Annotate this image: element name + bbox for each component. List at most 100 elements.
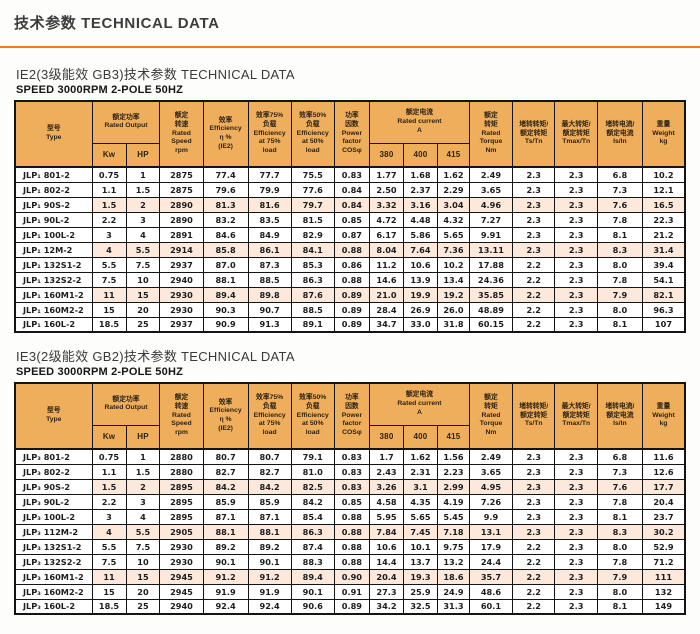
col-header-380v: 380 [369,424,404,450]
cell-value: 4.95 [468,478,514,495]
cell-value: 0.88 [333,271,371,288]
cell-type: JLP₁ 132S2-2 [14,271,93,288]
cell-value: 3.65 [468,181,514,198]
cell-value: 91.3 [247,316,292,333]
cell-value: 7.26 [468,493,514,510]
cell-value: 149 [641,598,686,615]
cell-value: 79.6 [202,181,249,198]
cell-value: 0.88 [333,508,371,525]
cell-value: 7.5 [125,538,161,555]
cell-value: 88.1 [202,523,249,540]
cell-value: 1.5 [125,181,161,198]
cell-value: 81.3 [202,196,249,213]
cell-value: 2905 [159,523,204,540]
cell-value: 4 [125,226,161,243]
cell-value: 7.8 [596,271,643,288]
cell-value: 0.91 [333,583,371,600]
cell-value: 20.4 [641,493,686,510]
cell-value: 14.4 [369,553,404,570]
cell-value: 0.89 [333,286,371,303]
cell-value: 92.4 [247,598,292,615]
cell-type: JLP₃ 160M1-2 [14,568,93,585]
cell-value: 90.1 [290,583,335,600]
cell-value: 0.86 [333,256,371,273]
cell-value: 34.7 [369,316,404,333]
cell-value: 2.3 [512,523,556,540]
col-header-eff75: 效率75% 负载 Efficiency at 75% load [247,382,292,450]
cell-value: 79.9 [247,181,292,198]
cell-value: 13.9 [402,271,438,288]
cell-value: 5.86 [402,226,438,243]
cell-value: 89.2 [202,538,249,555]
cell-value: 1 [125,166,161,183]
cell-value: 10.1 [402,538,438,555]
section-ie3: IE3(2级能效 GB2)技术参数 TECHNICAL DATA SPEED 3… [14,346,686,615]
cell-value: 90.1 [202,553,249,570]
cell-value: 92.4 [202,598,249,615]
cell-value: 0.83 [333,166,371,183]
cell-value: 0.83 [333,478,371,495]
cell-value: 2930 [159,301,204,318]
cell-value: 16.5 [641,196,686,213]
cell-value: 26.9 [402,301,438,318]
table-row: JLP₁ 132S1-2 5.5 7.5 2937 87.0 87.3 85.3 0.86 11… [14,256,686,273]
cell-value: 30.2 [641,523,686,540]
cell-value: 13.1 [468,523,514,540]
cell-value: 2875 [159,181,204,198]
cell-value: 2.2 [512,256,556,273]
cell-value: 52.9 [641,538,686,555]
cell-value: 4.72 [369,211,404,228]
cell-value: 14.6 [369,271,404,288]
cell-type: JLP₃ 90L-2 [14,493,93,510]
cell-value: 27.3 [369,583,404,600]
cell-value: 3.32 [369,196,404,213]
cell-value: 5.65 [436,226,470,243]
cell-value: 89.4 [202,286,249,303]
cell-value: 8.0 [596,538,643,555]
cell-value: 2.2 [512,301,556,318]
cell-value: 7.3 [596,463,643,480]
cell-value: 2.3 [554,538,598,555]
cell-value: 0.75 [91,166,127,183]
cell-value: 84.9 [247,226,292,243]
cell-value: 8.0 [596,256,643,273]
cell-value: 2.3 [512,448,556,465]
cell-value: 88.1 [247,523,292,540]
cell-value: 91.9 [247,583,292,600]
cell-value: 1.7 [369,448,404,465]
cell-type: JLP₁ 160M1-2 [14,286,93,303]
table-row: JLP₃ 160M1-2 11 15 2945 91.2 91.2 89.4 0.90 20.4… [14,568,686,585]
cell-value: 90.9 [202,316,249,333]
col-header-400v: 400 [402,142,438,168]
cell-value: 88.1 [202,271,249,288]
cell-value: 2.3 [554,598,598,615]
table-row: JLP₁ 160M2-2 15 20 2930 90.3 90.7 88.5 0.89 28.4… [14,301,686,318]
cell-value: 60.1 [468,598,514,615]
table-row: JLP₃ 90S-2 1.5 2 2895 84.2 84.2 82.5 0.83 3.26 3.… [14,478,686,495]
cell-value: 86.3 [290,523,335,540]
cell-value: 2.3 [554,286,598,303]
cell-value: 3.26 [369,478,404,495]
cell-value: 15 [125,568,161,585]
cell-value: 8.04 [369,241,404,258]
cell-value: 2.43 [369,463,404,480]
col-header-weight: 重量 Weight kg [641,382,686,450]
cell-value: 10 [125,271,161,288]
cell-type: JLP₃ 132S2-2 [14,553,93,570]
cell-value: 9.75 [436,538,470,555]
col-header-power-factor: 功率 因数 Power factor COSφ [333,100,371,168]
cell-value: 7.45 [402,523,438,540]
cell-value: 88.5 [247,271,292,288]
cell-value: 2.3 [554,508,598,525]
col-header-rated-speed: 额定 转速 Rated Speed rpm [159,382,204,450]
cell-value: 89.1 [290,316,335,333]
cell-type: JLP₁ 801-2 [14,166,93,183]
cell-value: 2.3 [554,256,598,273]
cell-type: JLP₁ 132S1-2 [14,256,93,273]
col-header-rated-torque: 额定 转矩 Rated Torque Nm [468,100,514,168]
cell-value: 2940 [159,598,204,615]
cell-value: 31.8 [436,316,470,333]
col-header-weight: 重量 Weight kg [641,100,686,168]
cell-value: 11.6 [641,448,686,465]
ie3-table-body: JLP₃ 801-2 0.75 1 2880 80.7 80.7 79.1 0.83 1.7 1.… [14,448,686,615]
